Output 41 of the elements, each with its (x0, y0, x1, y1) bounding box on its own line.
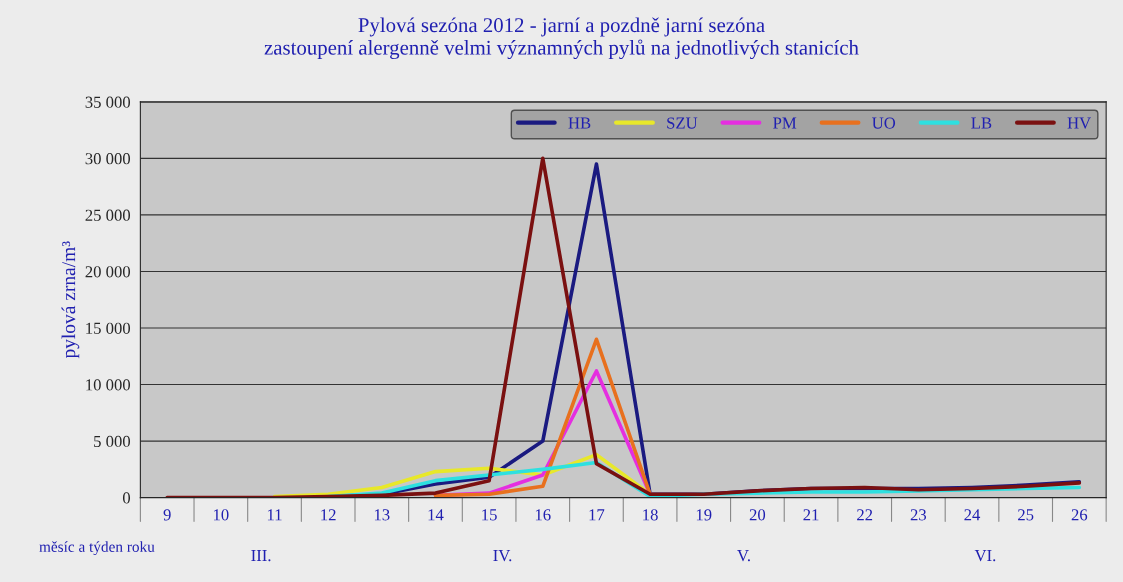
x-tick-label: 22 (857, 509, 873, 521)
x-tick-label: 11 (267, 509, 282, 521)
x-tick-label: 17 (589, 509, 605, 521)
y-tick-label: 30 000 (85, 153, 131, 165)
legend-label: HB (568, 117, 591, 129)
y-tick-label: 10 000 (86, 379, 131, 391)
y-tick-label: 0 (122, 492, 131, 504)
legend-label: PM (773, 117, 797, 129)
x-tick-label: 23 (910, 509, 927, 521)
x-tick-label: 14 (428, 509, 444, 521)
line-series (165, 156, 1082, 498)
y-tick-label: 15 000 (86, 322, 131, 334)
text: V. (737, 550, 750, 562)
line-series (433, 337, 652, 498)
x-tick-label: 25 (1018, 509, 1034, 521)
legend-label: HV (1067, 117, 1091, 129)
x-tick-label: 18 (643, 509, 658, 521)
x-tick-label: 15 (482, 509, 497, 521)
x-tick-label: 26 (1071, 509, 1088, 521)
x-tick-label: 19 (696, 509, 712, 521)
text: IV. (493, 550, 512, 562)
y-tick-label: 20 000 (85, 266, 131, 278)
x-tick-label: 16 (535, 509, 551, 521)
x-tick-label: 9 (163, 509, 171, 521)
x-tick-label: 24 (964, 509, 981, 521)
x-axis-title: měsíc a týden roku (39, 541, 155, 556)
x-tick-label: 13 (374, 509, 390, 521)
y-tick-label: 5 000 (94, 435, 131, 448)
x-tick-label: 12 (321, 509, 336, 521)
y-tick-label: 25 000 (85, 209, 131, 221)
y-axis-title: pylová zrna/m³ (61, 241, 80, 359)
legend-label: SZU (667, 117, 698, 129)
y-tick-label: 35 000 (85, 96, 131, 108)
x-tick-label: 21 (803, 509, 819, 521)
text: III. (251, 550, 271, 562)
legend-label: LB (971, 117, 992, 129)
x-tick-label: 10 (213, 509, 229, 521)
chart-title: Pylová sezóna 2012 - jarní a pozdně jarní sezóna zastoupení alergenně velmi významných pylů na jednotlivých stanicích (264, 17, 859, 60)
text: VI. (974, 550, 996, 562)
x-tick-label: 20 (749, 509, 766, 521)
legend-label: UO (872, 117, 896, 129)
